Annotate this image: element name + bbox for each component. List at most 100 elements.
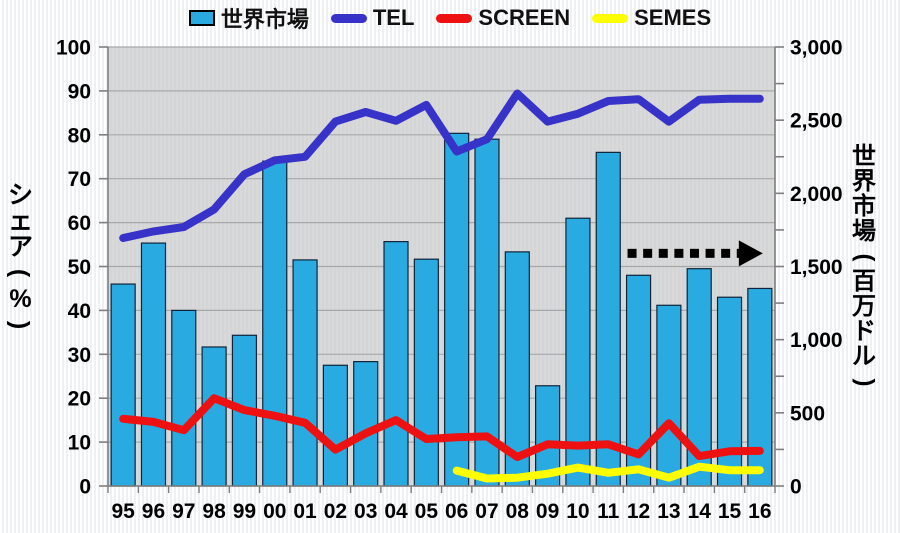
bar-98 (201, 346, 227, 487)
bar-07 (474, 138, 500, 487)
right-tick-label-500: 500 (790, 402, 825, 425)
bar-97 (171, 309, 197, 487)
bar-00 (262, 160, 288, 487)
legend-item-world-market: 世界市場 (188, 2, 309, 34)
left-tick-label-90: 90 (68, 80, 91, 103)
left-tick-label-10: 10 (68, 432, 91, 455)
tel-line (119, 89, 764, 242)
x-tick-label-97: 97 (172, 500, 195, 523)
trend-arrow-dash (674, 248, 684, 258)
x-tick-label-02: 02 (324, 500, 347, 523)
axis-title-char: % (9, 285, 32, 313)
legend-item-semes: SEMES (592, 5, 711, 31)
trend-arrow-dash (721, 248, 731, 258)
x-tick-label-09: 09 (536, 500, 559, 523)
x-tick-label-07: 07 (475, 500, 498, 523)
x-tick-label-04: 04 (384, 500, 408, 523)
bar-04 (383, 241, 409, 487)
bar-01 (292, 259, 318, 487)
bar-05 (413, 258, 439, 487)
bar-03 (353, 361, 379, 487)
right-tick-label-0: 0 (790, 476, 802, 499)
bar-13 (656, 304, 682, 487)
left-tick-label-20: 20 (68, 388, 91, 411)
x-tick-label-03: 03 (354, 500, 377, 523)
x-tick-label-05: 05 (415, 500, 439, 523)
trend-arrow-dash (627, 248, 637, 258)
axis-title-char: シ (8, 181, 34, 209)
x-tick-label-14: 14 (688, 500, 712, 523)
trend-arrow-dash (658, 248, 668, 258)
x-tick-label-01: 01 (293, 500, 317, 523)
bar-16 (747, 287, 773, 487)
axis-title-char: ) (6, 320, 35, 330)
axis-title-char: ( (6, 268, 35, 278)
left-tick-label-30: 30 (68, 344, 91, 367)
bar-02 (322, 364, 348, 487)
axis-title-char: ェ (8, 207, 34, 235)
y-axis-left-title: シェア (%) (6, 181, 35, 338)
axis-title-char: 界 (852, 167, 876, 195)
right-tick-label-3,000: 3,000 (790, 37, 843, 60)
tel-line-swatch-icon (330, 13, 367, 23)
bar-95 (110, 283, 136, 487)
axis-title-char: 市 (852, 192, 876, 220)
semes-line-swatch-icon (592, 13, 629, 23)
left-tick-label-0: 0 (79, 476, 91, 499)
x-tick-label-10: 10 (566, 500, 589, 523)
x-tick-label-15: 15 (718, 500, 742, 523)
left-tick-label-80: 80 (68, 124, 91, 147)
x-tick-label-99: 99 (233, 500, 256, 523)
x-tick-label-96: 96 (142, 500, 165, 523)
left-tick-label-100: 100 (56, 37, 91, 60)
axis-title-char: ( (851, 253, 879, 262)
left-tick-label-60: 60 (68, 212, 91, 235)
y-axis-right-title: 世界市場 (百万ドル) (851, 143, 879, 395)
axis-title-char: 万 (852, 292, 876, 320)
left-tick-label-70: 70 (68, 168, 91, 191)
right-tick-label-1,000: 1,000 (790, 329, 843, 352)
screen-line (119, 394, 764, 461)
right-tick-label-1,500: 1,500 (790, 256, 843, 279)
x-tick-label-12: 12 (627, 500, 650, 523)
bar-08 (504, 251, 530, 487)
left-tick-label-50: 50 (68, 256, 91, 279)
x-tick-label-95: 95 (111, 500, 135, 523)
left-tick-label-40: 40 (68, 300, 91, 323)
axis-title-char: 世 (852, 143, 876, 170)
semes-line (452, 462, 764, 483)
bar-09 (535, 385, 561, 487)
axis-title-char: ド (852, 317, 876, 345)
legend-label-screen: SCREEN (478, 5, 571, 30)
trend-arrow-dash (705, 248, 715, 258)
axis-title-char: 場 (852, 217, 876, 245)
legend-label-semes: SEMES (634, 5, 712, 30)
axis-title-char: ア (8, 233, 34, 261)
axis-title-char: ) (851, 378, 879, 387)
x-tick-label-06: 06 (445, 500, 468, 523)
right-tick-label-2,000: 2,000 (790, 183, 843, 206)
bar-15 (716, 296, 743, 487)
x-tick-label-08: 08 (506, 500, 530, 523)
legend-item-tel: TEL (330, 5, 415, 31)
legend-label-world-market: 世界市場 (220, 7, 309, 32)
x-tick-label-13: 13 (657, 500, 680, 523)
legend: 世界市場 TEL SCREEN SEMES (0, 2, 900, 34)
legend-item-screen: SCREEN (436, 5, 570, 31)
trend-arrow-head-icon (738, 240, 763, 267)
bar-96 (140, 242, 167, 487)
x-tick-label-11: 11 (597, 500, 620, 523)
legend-label-tel: TEL (372, 5, 415, 30)
bar-11 (595, 151, 621, 487)
world-market-swatch-icon (188, 10, 215, 26)
trend-arrow-dash (689, 248, 699, 258)
screen-line-swatch-icon (436, 13, 473, 23)
x-tick-label-16: 16 (748, 500, 771, 523)
x-tick-label-98: 98 (202, 500, 226, 523)
bar-06 (444, 132, 470, 487)
right-tick-label-2,500: 2,500 (790, 110, 843, 133)
x-tick-label-00: 00 (263, 500, 286, 523)
axis-title-char: 百 (852, 267, 876, 295)
